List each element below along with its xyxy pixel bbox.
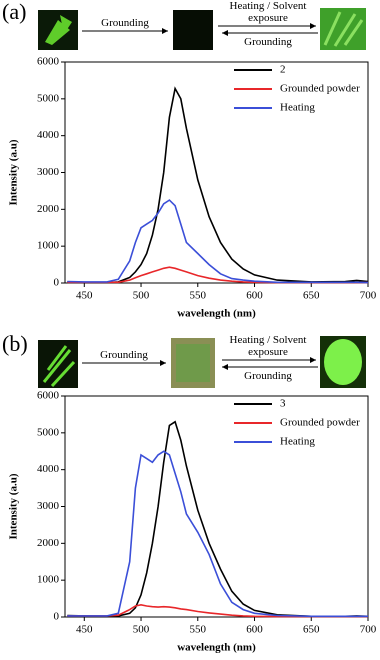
arrowhead [310, 23, 316, 29]
arrowhead [160, 360, 166, 366]
legend-label: Grounded powder [280, 417, 360, 429]
photo-glow [324, 339, 362, 385]
photo [320, 8, 366, 50]
panel-label: (b) [2, 331, 28, 356]
y-tick-label: 3000 [37, 166, 60, 178]
legend-label: 3 [280, 398, 286, 410]
photo-texture [323, 11, 364, 47]
scheme-a [38, 8, 366, 50]
y-tick-label: 6000 [37, 390, 60, 402]
x-tick-label: 700 [360, 624, 377, 636]
x-tick-label: 450 [76, 624, 93, 636]
scheme-label: Grounding [244, 36, 292, 48]
y-tick-label: 2000 [37, 537, 60, 549]
arrowhead [162, 28, 168, 34]
y-tick-label: 3000 [37, 500, 60, 512]
panel-label: (a) [2, 0, 27, 24]
x-tick-label: 600 [246, 624, 263, 636]
photo-texture [176, 344, 210, 382]
photo-crystals [45, 15, 72, 45]
y-tick-label: 0 [54, 277, 60, 289]
legend-label: Heating [280, 102, 315, 114]
x-axis-label: wavelength (nm) [177, 642, 256, 654]
y-tick-label: 1000 [37, 240, 60, 252]
scheme-label: Grounding [101, 17, 149, 29]
photo [173, 10, 213, 50]
x-tick-label: 650 [303, 624, 320, 636]
x-tick-label: 500 [133, 290, 150, 302]
y-tick-label: 5000 [37, 426, 60, 438]
legend-label: 2 [280, 64, 286, 76]
legend-label: Grounded powder [280, 83, 360, 95]
y-tick-label: 2000 [37, 203, 60, 215]
scheme-label: Heating / Solvent exposure [229, 0, 307, 24]
photo-crystals [42, 345, 76, 388]
x-tick-label: 550 [190, 624, 207, 636]
series-line [67, 450, 368, 618]
legend-label: Heating [280, 436, 315, 448]
x-tick-label: 700 [360, 290, 377, 302]
y-tick-label: 4000 [37, 463, 60, 475]
x-tick-label: 600 [246, 290, 263, 302]
y-tick-label: 5000 [37, 92, 60, 104]
arrowhead [222, 30, 228, 36]
plot-frame [64, 395, 369, 618]
y-tick-label: 4000 [37, 129, 60, 141]
arrowhead [310, 357, 316, 363]
series-line [67, 420, 369, 618]
arrowhead [222, 364, 228, 370]
y-tick-label: 1000 [37, 574, 60, 586]
x-tick-label: 550 [190, 290, 207, 302]
series-line [67, 86, 369, 284]
y-axis-label: Intensity (a.u) [8, 473, 20, 539]
scheme-b [38, 336, 366, 388]
y-tick-label: 0 [54, 611, 60, 623]
scheme-label: Grounding [244, 370, 292, 382]
plot-frame [64, 61, 369, 284]
series-line [67, 603, 368, 618]
series-line [67, 199, 369, 284]
scheme-label: Heating / Solvent exposure [229, 334, 307, 358]
x-tick-label: 500 [133, 624, 150, 636]
scheme-label: Grounding [100, 349, 148, 361]
y-axis-label: Intensity (a.u) [8, 139, 20, 205]
x-tick-label: 450 [76, 290, 93, 302]
x-tick-label: 650 [303, 290, 320, 302]
y-tick-label: 6000 [37, 56, 60, 68]
x-axis-label: wavelength (nm) [177, 308, 256, 320]
